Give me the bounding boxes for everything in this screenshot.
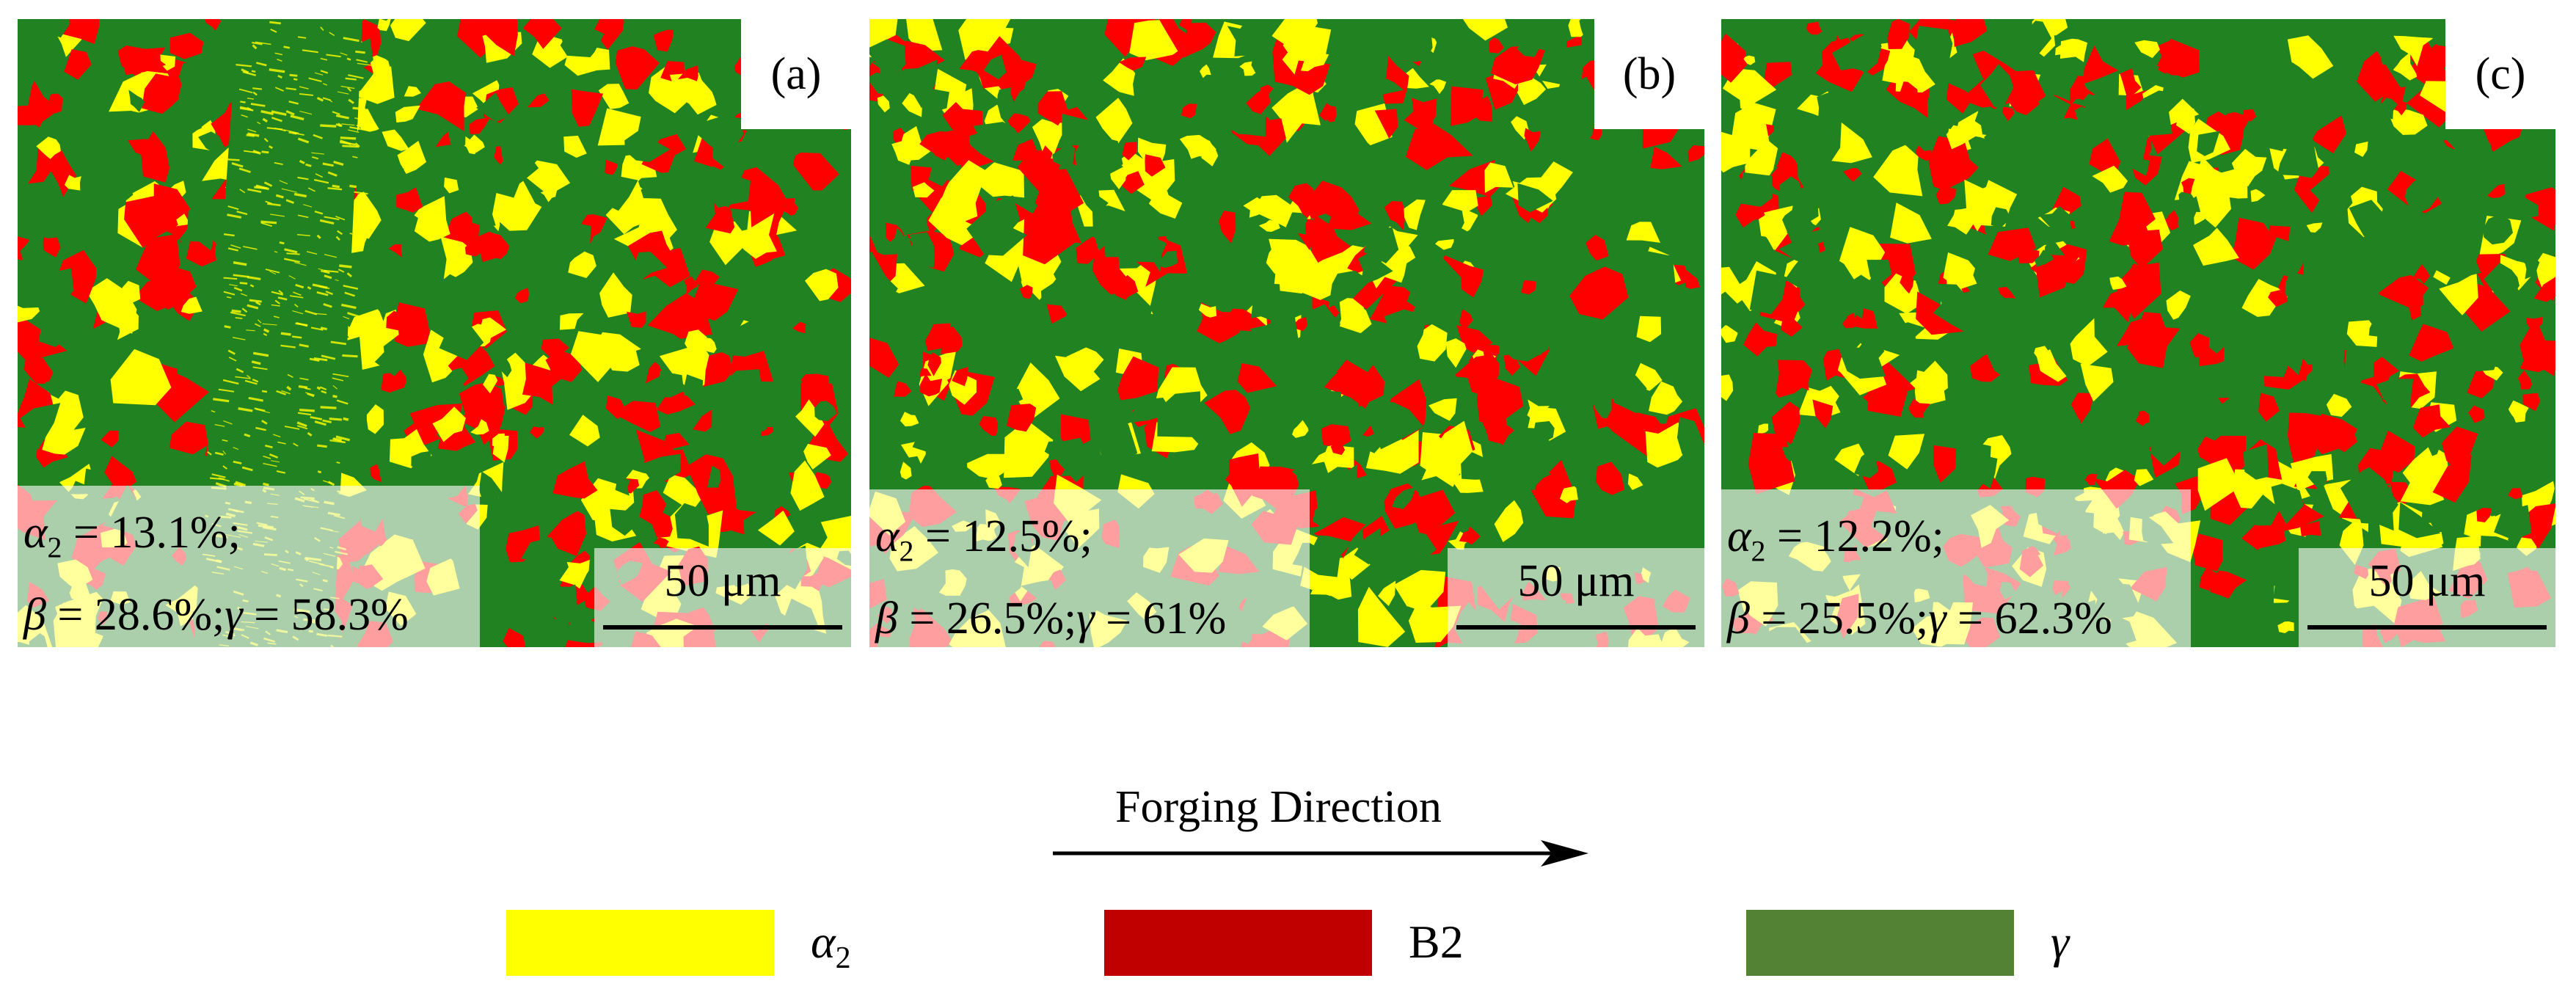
- scale-bar-c: 50 μm: [2299, 548, 2555, 647]
- alpha2-fraction-b: α2 = 12.5%;: [875, 511, 1092, 568]
- phase-fractions-b: α2 = 12.5%; β = 26.5%;γ = 61%: [869, 489, 1310, 647]
- micrograph-panel-a: (a) α2 = 13.1%; β = 28.6%;γ = 58.3% 50 μ…: [18, 19, 851, 647]
- panel-label-c: (c): [2445, 19, 2555, 129]
- legend-swatch-gamma: [1746, 910, 2014, 976]
- forging-direction-arrow-icon: [1053, 840, 1588, 867]
- scale-bar-label-a: 50 μm: [664, 556, 781, 606]
- scale-bar-b: 50 μm: [1448, 548, 1704, 647]
- beta-gamma-fraction-a: β = 28.6%;γ = 58.3%: [23, 590, 409, 641]
- phase-fractions-c: α2 = 12.2%; β = 25.5%;γ = 62.3%: [1721, 489, 2191, 647]
- micrograph-panel-c: (c) α2 = 12.2%; β = 25.5%;γ = 62.3% 50 μ…: [1721, 19, 2555, 647]
- legend-label-b2: B2: [1409, 916, 1464, 968]
- legend-label-alpha2: α2: [811, 916, 851, 975]
- scale-bar-line-c: [2307, 625, 2547, 630]
- scale-bar-line-b: [1456, 625, 1696, 630]
- phase-fractions-a: α2 = 13.1%; β = 28.6%;γ = 58.3%: [18, 486, 480, 647]
- beta-gamma-fraction-c: β = 25.5%;γ = 62.3%: [1727, 594, 2112, 644]
- scale-bar-label-b: 50 μm: [1517, 556, 1635, 606]
- forging-direction-label: Forging Direction: [1115, 782, 1442, 832]
- scale-bar-line-a: [603, 625, 842, 630]
- scale-bar-label-c: 50 μm: [2368, 556, 2486, 606]
- legend-swatch-b2: [1104, 910, 1372, 976]
- panel-label-a: (a): [741, 19, 851, 129]
- alpha2-fraction-a: α2 = 13.1%;: [23, 508, 241, 564]
- alpha2-fraction-c: α2 = 12.2%;: [1727, 511, 1944, 568]
- beta-gamma-fraction-b: β = 26.5%;γ = 61%: [875, 594, 1227, 644]
- legend-label-gamma: γ: [2051, 916, 2070, 968]
- panel-label-b: (b): [1594, 19, 1704, 129]
- micrograph-panel-b: (b) α2 = 12.5%; β = 26.5%;γ = 61% 50 μm: [869, 19, 1704, 647]
- forging-direction: Forging Direction: [1053, 767, 1588, 877]
- scale-bar-a: 50 μm: [594, 548, 851, 647]
- legend-swatch-alpha2: [506, 910, 774, 976]
